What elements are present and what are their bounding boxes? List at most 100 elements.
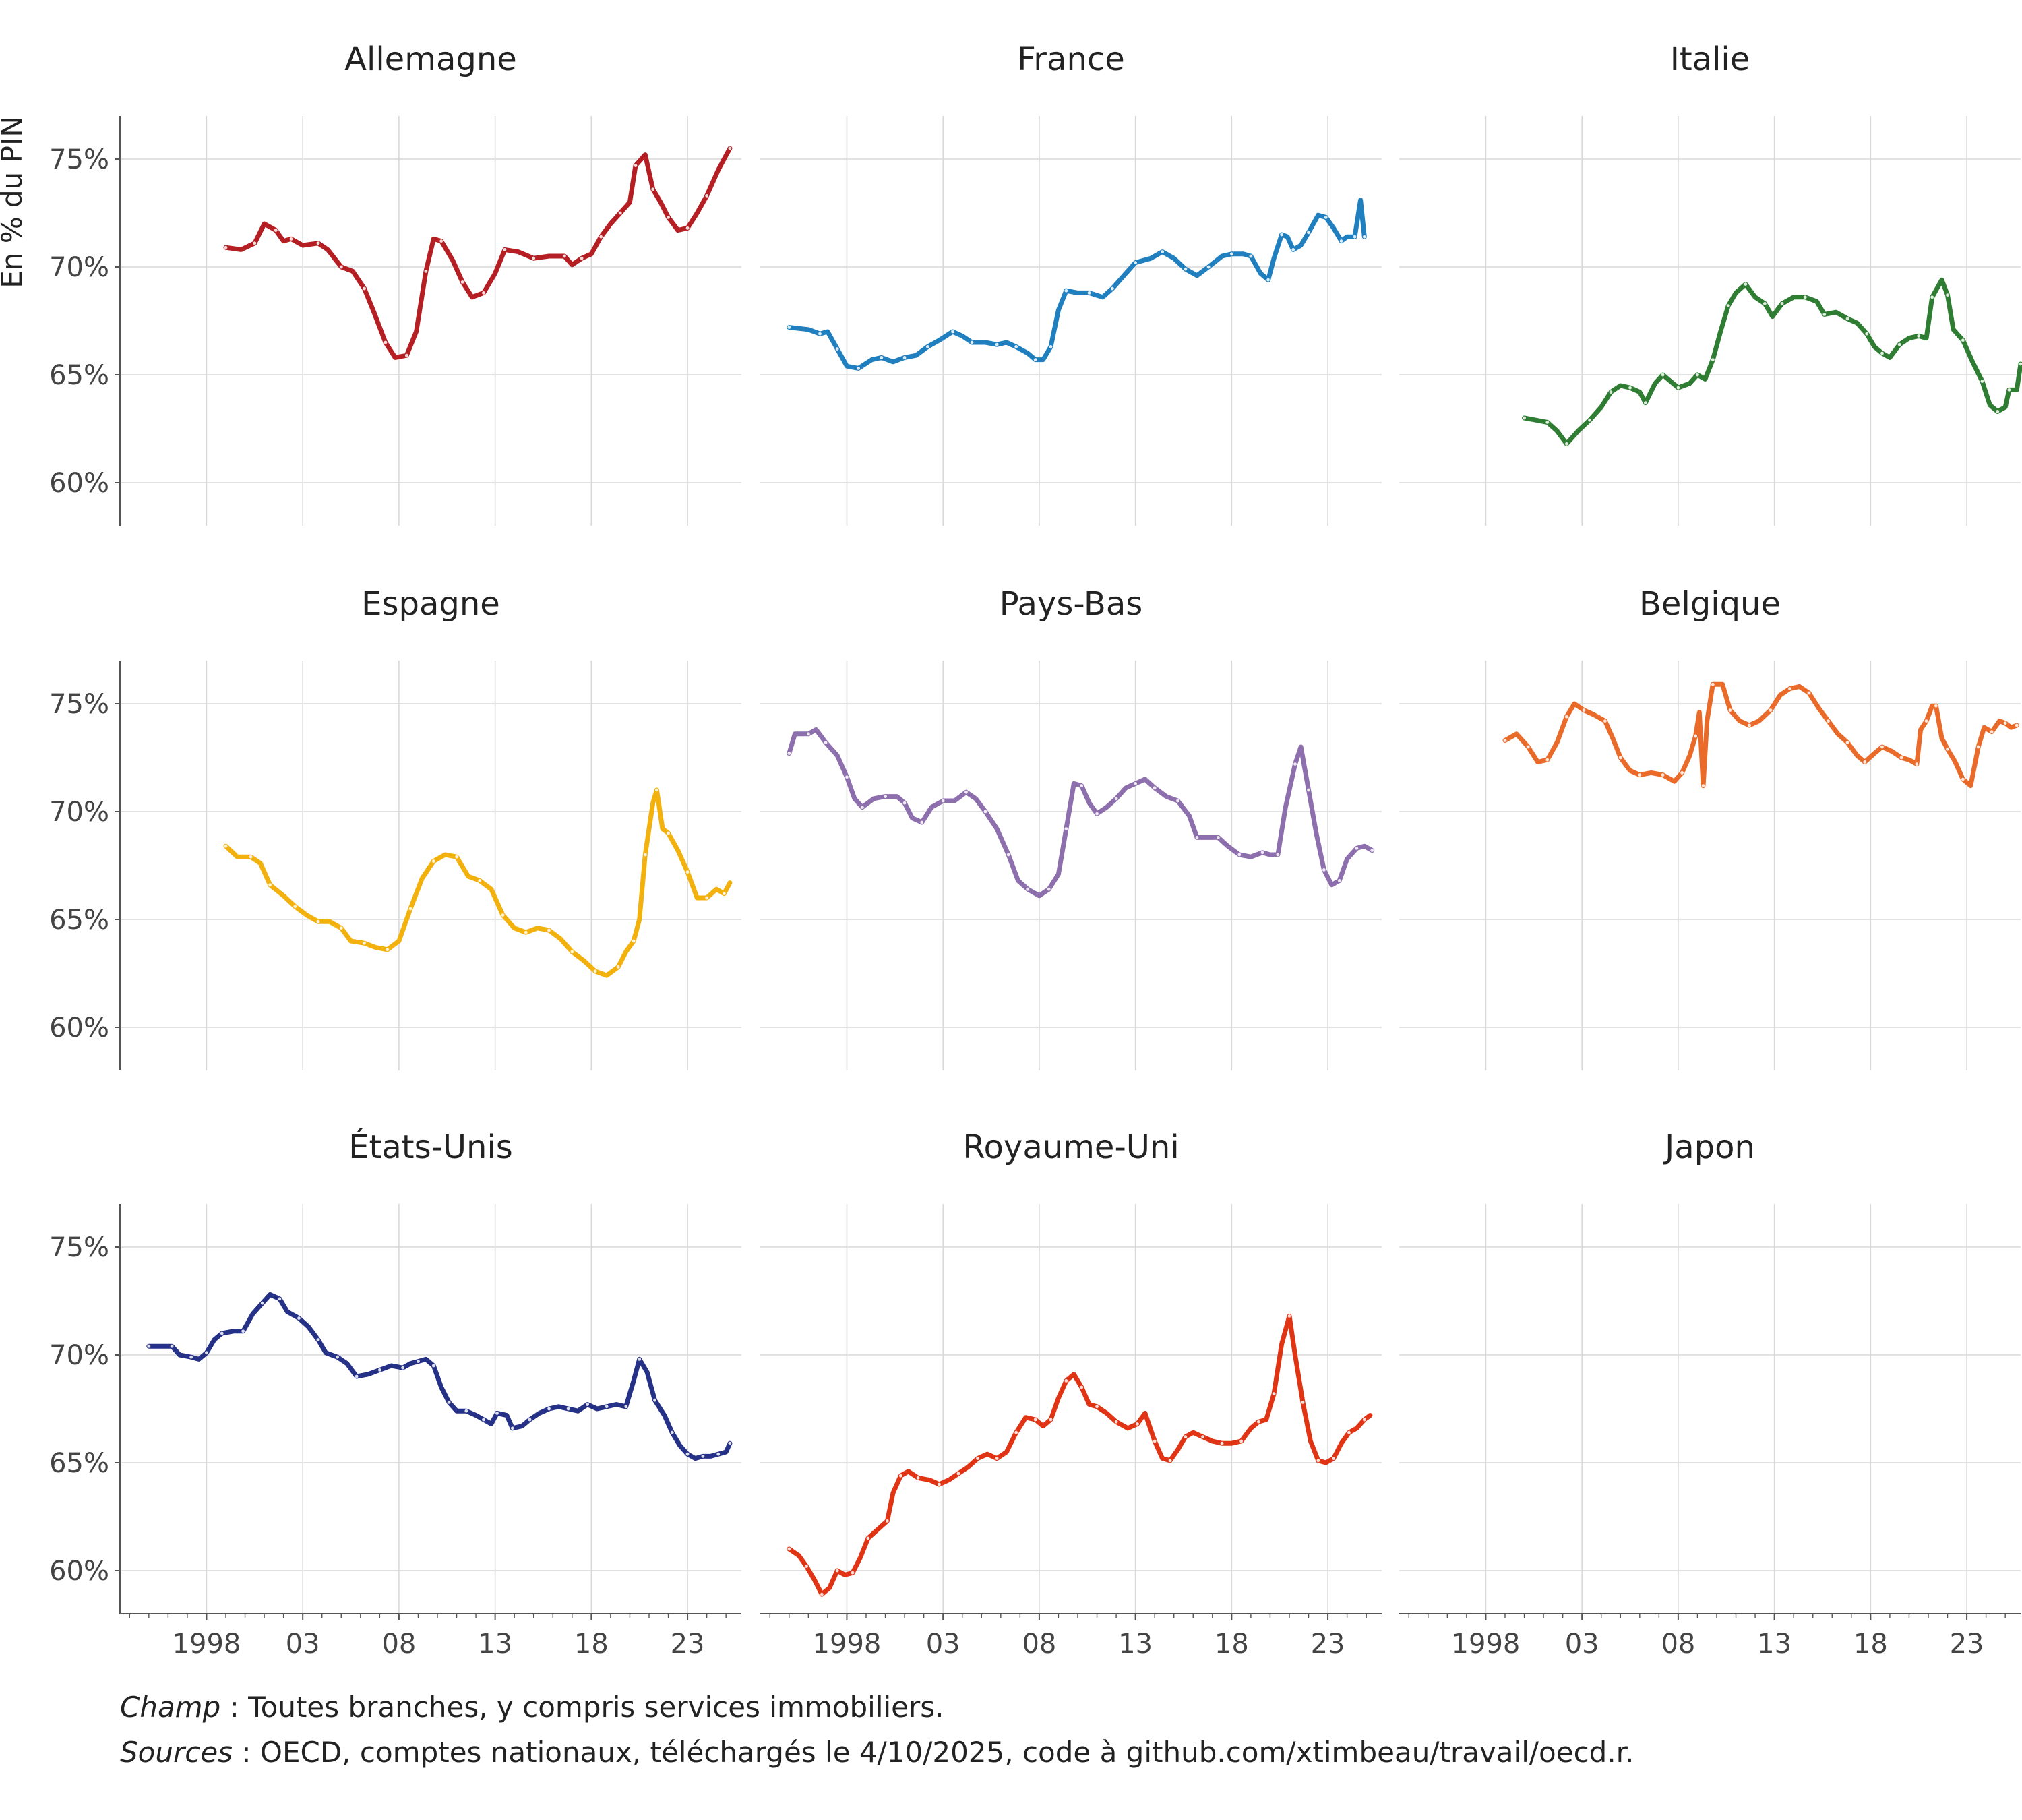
panel-title: Belgique [1639,585,1781,623]
y-tick-label: 65% [49,1448,109,1479]
panel-title: Allemagne [344,40,517,78]
y-tick-label: 60% [49,1556,109,1587]
data-point [1237,853,1242,857]
y-tick-label: 75% [49,689,109,720]
data-point [205,1351,208,1355]
data-point [1176,799,1180,803]
data-point [1316,1459,1320,1463]
data-point [1206,265,1211,269]
data-point [1184,1435,1188,1439]
data-point [1114,797,1118,801]
data-point [1924,719,1928,723]
series-line-pays-bas [787,727,1375,899]
data-point [431,859,435,863]
data-point [1545,758,1550,762]
data-point [1006,853,1010,857]
x-tick-label: 08 [381,1629,416,1660]
data-point [1026,887,1030,891]
data-point [898,1474,902,1478]
data-point [1588,418,1591,422]
data-point [2019,362,2022,366]
data-point [716,1452,721,1456]
data-point [1899,756,1903,760]
data-point [976,1457,979,1461]
footnote-champ: Champ : Toutes branches, y compris servi… [120,1691,944,1724]
data-point [260,1301,264,1305]
data-point [920,820,924,824]
data-point [1880,351,1884,355]
data-point [1161,250,1164,253]
data-point [1676,386,1680,390]
data-point [835,1569,839,1573]
x-tick-label: 23 [671,1629,705,1660]
data-point [1701,784,1705,787]
data-point [355,1374,359,1378]
data-point [1769,708,1773,712]
data-point [860,806,864,809]
data-point [1807,691,1811,695]
data-point [170,1344,174,1348]
data-point [532,256,536,260]
y-tick-label: 60% [49,1012,109,1043]
data-point [241,1329,245,1333]
data-point [1362,1418,1366,1422]
data-point [902,356,907,359]
data-point [1014,1430,1018,1434]
data-point [916,1476,920,1480]
panel-allemagne: Allemagne 60% 65% 70% 75% [49,40,741,526]
data-point [880,356,884,359]
series-line-belgique [1502,681,2019,789]
data-point [667,831,670,835]
data-point [1095,1405,1099,1409]
data-point [1280,233,1283,237]
data-point [970,340,974,344]
data-point [1680,771,1684,775]
panel-belgique: Belgique [1399,585,2021,1070]
data-point [670,1430,674,1434]
x-tick-label: 1998 [813,1629,882,1660]
data-point [787,326,791,329]
data-point [1788,687,1791,690]
panel-royaume-uni: Royaume-Uni 1998 03 08 13 18 23 [760,1128,1382,1660]
panel-title: France [1017,40,1125,78]
footnote-champ-text: : Toutes branches, y compris services im… [220,1691,944,1724]
data-point [224,245,228,249]
data-point [1503,739,1507,742]
data-point [1153,786,1157,790]
data-point [478,879,482,882]
data-point [1332,1457,1336,1461]
series-line-royaume-uni [787,1313,1373,1597]
data-point [1661,373,1665,377]
data-point [1287,1314,1291,1318]
data-point [1370,849,1374,852]
data-point [1301,1401,1305,1404]
data-point [1917,334,1921,338]
data-point [806,732,810,736]
data-point [1195,836,1199,839]
data-point [253,241,257,245]
data-point [297,1316,301,1320]
panel-title: Royaume-Uni [962,1128,1179,1166]
data-point [528,1418,532,1422]
data-point [956,1472,960,1476]
data-point [845,775,849,779]
data-point [482,291,485,295]
x-tick-label: 03 [926,1629,960,1660]
data-point [685,1452,690,1456]
data-point [1095,812,1099,816]
y-tick-label: 65% [49,905,109,936]
panel-pays-bas: Pays-Bas [760,585,1382,1070]
data-point [1564,442,1568,446]
data-point [651,187,655,191]
data-point [1934,704,1938,708]
y-tick-label: 70% [49,797,109,828]
data-point [220,1331,224,1335]
data-point [1220,1441,1224,1445]
data-point [1803,295,1807,299]
data-point [293,905,297,909]
data-point [1726,304,1730,307]
data-point [1661,773,1665,777]
data-point [885,1519,889,1523]
data-point [851,1571,855,1575]
